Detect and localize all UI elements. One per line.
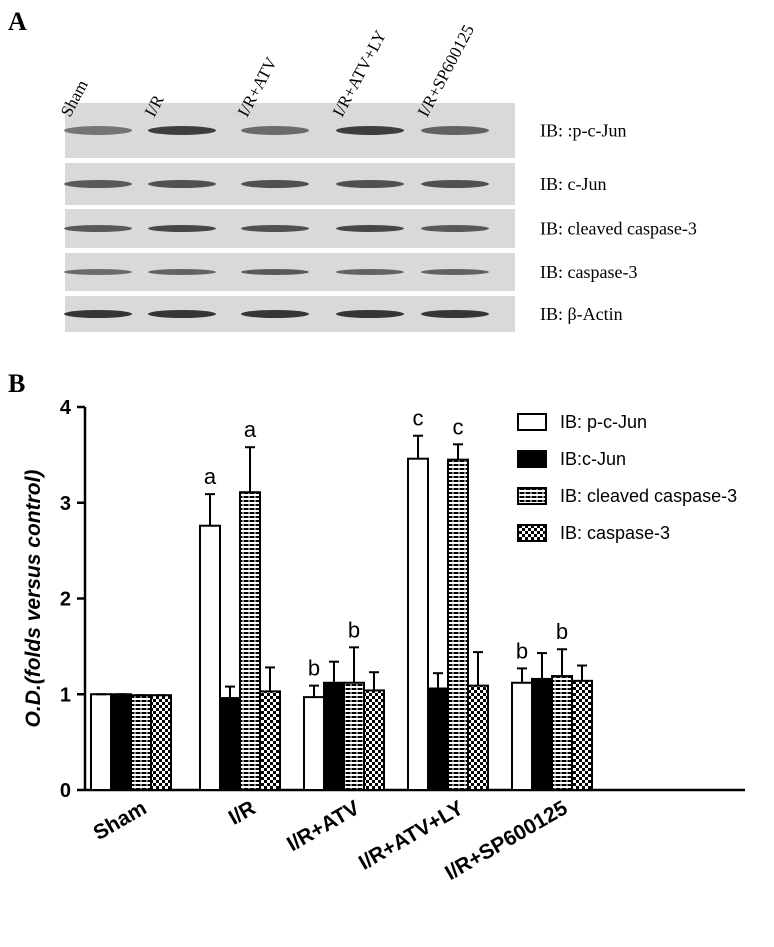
error-bar (205, 493, 215, 526)
error-bar (557, 648, 567, 677)
significance-label: b (516, 638, 528, 663)
blot-row-label: IB: cleaved caspase-3 (540, 219, 697, 239)
bar (323, 681, 345, 792)
blot-row-label: IB: β-Actin (540, 304, 623, 324)
error-bar (517, 667, 527, 683)
bar (363, 689, 385, 791)
y-tick-label: 4 (60, 397, 72, 419)
bar-chart: 0 1 2 3 4 O.D.(folds versus control) Sham I/R a a… (22, 397, 745, 885)
legend-swatch (517, 524, 547, 542)
bar (303, 696, 325, 791)
blot-band (421, 225, 489, 232)
bar (427, 687, 449, 792)
legend-label: IB: caspase-3 (560, 523, 670, 543)
blot-row-label: IB: :p-c-Jun (540, 121, 626, 141)
error-bar (369, 671, 379, 691)
blot-band (241, 310, 309, 318)
x-tick-label: I/R (225, 796, 260, 829)
bar (110, 693, 132, 791)
legend-label: IB: cleaved caspase-3 (560, 486, 737, 506)
bar (150, 694, 172, 792)
blot-band (148, 269, 216, 275)
bar (90, 693, 112, 791)
bar (407, 457, 429, 791)
blot-band (148, 180, 216, 188)
blot-band (336, 180, 404, 188)
bar (531, 677, 553, 791)
blot-band (241, 180, 309, 188)
legend-swatch (517, 450, 547, 468)
panel-label: B (8, 369, 25, 398)
error-bar (245, 446, 255, 493)
error-bar (329, 660, 339, 683)
bar (343, 681, 365, 792)
bar (551, 675, 573, 791)
blot-band (421, 180, 489, 188)
y-axis-title: O.D.(folds versus control) (22, 470, 45, 728)
significance-label: c (453, 414, 464, 439)
blot-band (421, 126, 489, 135)
error-bar (413, 434, 423, 459)
y-tick-label: 3 (60, 493, 71, 515)
blot-band (148, 225, 216, 232)
significance-label: b (556, 619, 568, 644)
error-bar (309, 684, 319, 698)
blot-band (64, 310, 132, 318)
bar (130, 694, 152, 792)
bar (199, 524, 221, 791)
significance-label: b (308, 656, 320, 681)
blot-band (148, 310, 216, 318)
error-bar (453, 443, 463, 460)
error-bar (473, 651, 483, 686)
blot-band (64, 126, 132, 135)
error-bar (225, 685, 235, 699)
blot-band (336, 126, 404, 135)
western-blot: IB: :p-c-Jun IB: c-Jun IB: cleaved caspase… (57, 22, 697, 332)
bar (259, 690, 281, 791)
bar (219, 697, 241, 792)
significance-label: b (348, 617, 360, 642)
blot-band (64, 180, 132, 188)
error-bar (349, 646, 359, 683)
x-tick-label: I/R+ATV (283, 796, 363, 856)
error-bar (265, 666, 275, 692)
y-tick-label: 2 (60, 589, 71, 611)
blot-band (241, 126, 309, 135)
x-tick-label: Sham (89, 796, 150, 845)
significance-label: a (244, 417, 257, 442)
blot-band (64, 225, 132, 232)
blot-band (241, 269, 309, 275)
blot-band (336, 225, 404, 232)
blot-band (148, 126, 216, 135)
bar (447, 458, 469, 791)
error-bar (537, 652, 547, 679)
bar (571, 679, 593, 791)
legend-swatch (517, 413, 547, 431)
y-tick-label: 1 (60, 684, 71, 706)
panel-label: A (8, 7, 27, 36)
error-bar (577, 664, 587, 681)
blot-band (241, 225, 309, 232)
bar (239, 491, 261, 791)
blot-row-label: IB: c-Jun (540, 174, 607, 194)
blot-band (64, 269, 132, 275)
legend-swatch (517, 487, 547, 505)
blot-band (336, 310, 404, 318)
blot-band (421, 310, 489, 318)
significance-label: a (204, 464, 217, 489)
significance-label: c (413, 406, 424, 431)
bar (511, 681, 533, 792)
legend-label: IB:c-Jun (560, 449, 626, 469)
legend-label: IB: p-c-Jun (560, 412, 647, 432)
error-bar (433, 672, 443, 689)
blot-row-label: IB: caspase-3 (540, 262, 637, 282)
blot-band (336, 269, 404, 275)
blot-band (421, 269, 489, 275)
y-tick-label: 0 (60, 780, 71, 802)
bar (467, 684, 489, 792)
